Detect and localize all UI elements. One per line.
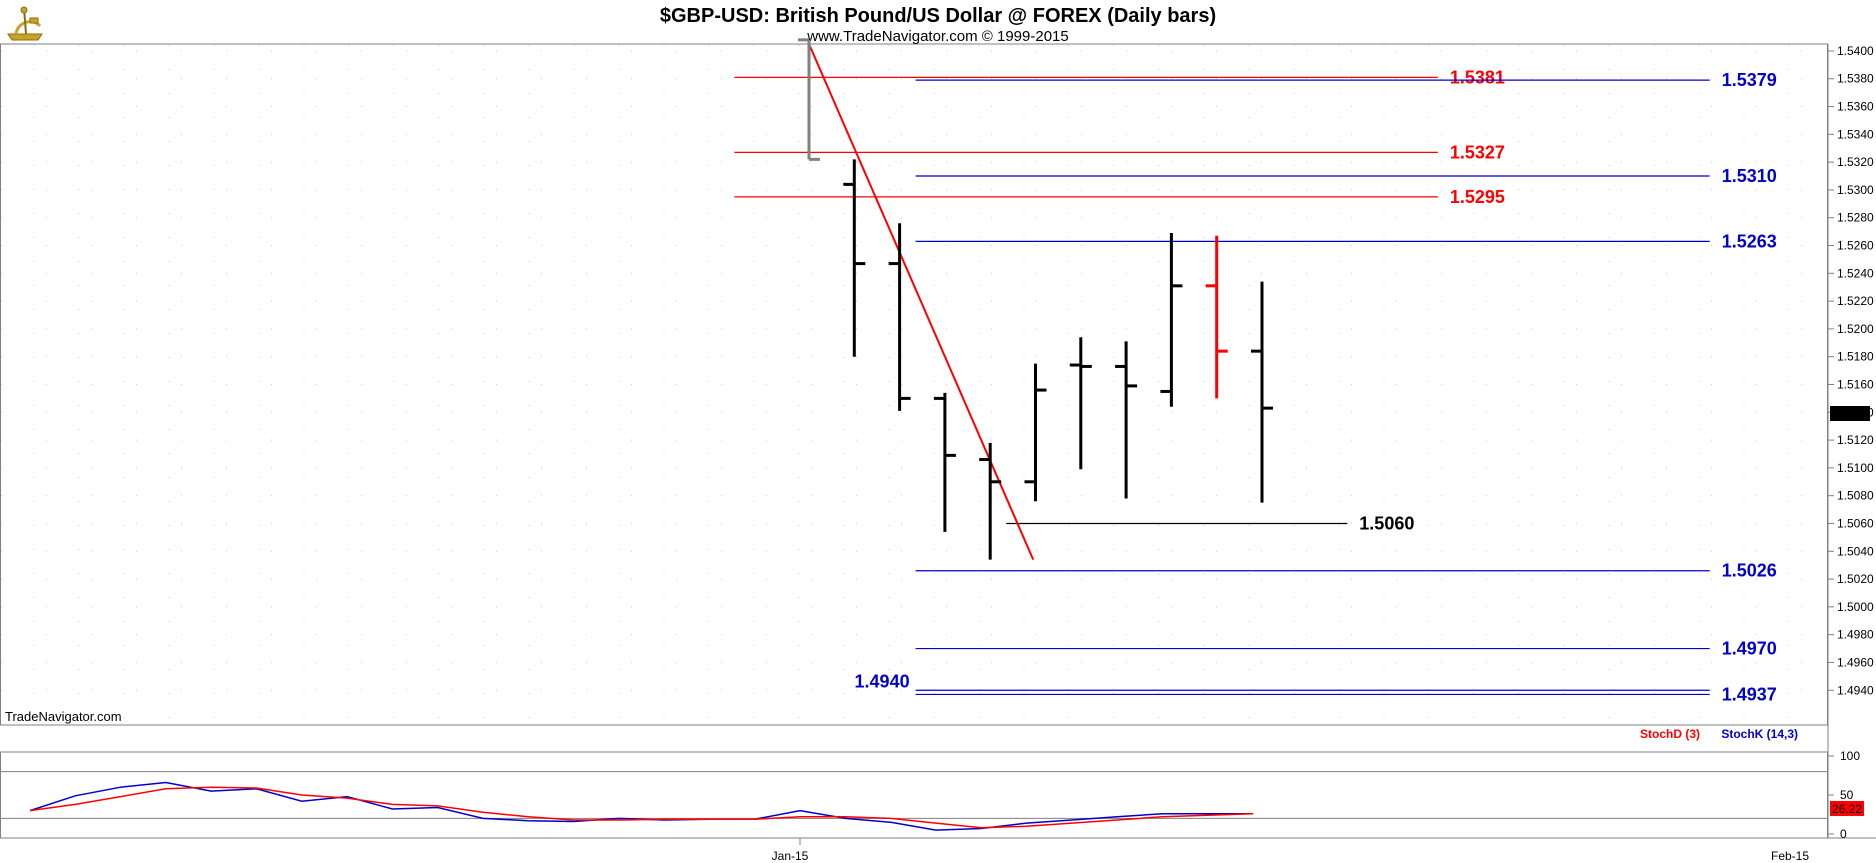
level-label: 1.5379 [1722,70,1777,90]
y-tick-label: 1.5340 [1837,127,1874,141]
y-tick-label: 1.5400 [1837,44,1874,58]
stoch-grid [1,771,1827,819]
y-tick-label: 1.5240 [1837,266,1874,280]
level-label: 1.4937 [1722,684,1777,704]
y-tick-label: 1.5360 [1837,100,1874,114]
y-tick-label: 1.5100 [1837,461,1874,475]
stoch-axis-labels: 100 50 0 [1828,749,1860,841]
stoch-last-badge [1830,801,1864,816]
stoch-y-tick-label: 100 [1840,749,1860,763]
y-tick-label: 1.5000 [1837,600,1874,614]
stoch-last-label: 26.22 [1832,802,1862,816]
price-grid [1,45,1827,724]
y-tick-label: 1.5160 [1837,378,1874,392]
y-tick-label: 1.5300 [1837,183,1874,197]
y-tick-label: 1.5020 [1837,572,1874,586]
sextant-logo-icon [7,6,43,41]
stoch-y-tick-label: 0 [1840,827,1847,841]
x-label-feb-15: Feb-15 [1771,849,1809,863]
trendline-layer [808,43,1035,561]
y-tick-label: 1.5040 [1837,544,1874,558]
y-tick-label: 1.5080 [1837,489,1874,503]
price-panel-frame [0,43,1828,726]
y-tick-label: 1.5280 [1837,211,1874,225]
y-tick-label: 1.4940 [1837,683,1874,697]
y-tick-label: 1.5180 [1837,350,1874,364]
stoch-d-legend: StochD (3) [1640,727,1700,741]
level-label: 1.5026 [1722,561,1777,581]
level-label: 1.5060 [1359,513,1414,533]
last-price-label: 1.5143 [1832,407,1869,421]
level-label: 1.5310 [1722,166,1777,186]
ohlc-bars [798,38,1273,560]
last-price-badge [1830,406,1870,421]
level-label: 1.4970 [1722,639,1777,659]
y-tick-label: 1.5260 [1837,239,1874,253]
price-axis-labels: 1.5400 1.5380 1.5360 1.5340 1.5320 1.5300 1.52… [1828,44,1874,697]
watermark: TradeNavigator.com [5,709,122,724]
stoch-series-line [29,786,1254,829]
copyright-text: www.TradeNavigator.com © 1999-2015 [806,28,1068,45]
level-label: 1.5327 [1450,142,1505,162]
stoch-y-tick-label: 50 [1840,788,1854,802]
level-label: 1.5263 [1722,231,1777,251]
y-tick-label: 1.5060 [1837,516,1874,530]
stoch-panel-frame [0,751,1828,839]
level-label: 1.5381 [1450,67,1505,87]
chart-title: $GBP-USD: British Pound/US Dollar @ FORE… [660,5,1216,27]
y-tick-label: 1.5380 [1837,72,1874,86]
y-tick-label: 1.5320 [1837,155,1874,169]
y-tick-label: 1.5200 [1837,322,1874,336]
y-tick-label: 1.5220 [1837,294,1874,308]
stochastic-oscillator [29,781,1254,831]
y-tick-label: 1.4960 [1837,655,1874,669]
level-label: 1.4940 [855,671,910,691]
y-tick-label: 1.5120 [1837,433,1874,447]
trendline [808,43,1035,561]
support-resistance-levels: 1.5381 1.5327 1.5295 1.5379 1.5310 1.5263 1.50… [734,67,1777,704]
level-label: 1.5295 [1450,187,1505,207]
y-tick-label: 1.4980 [1837,628,1874,642]
x-label-jan-15: Jan-15 [772,849,809,863]
stoch-k-legend: StochK (14,3) [1721,727,1798,741]
